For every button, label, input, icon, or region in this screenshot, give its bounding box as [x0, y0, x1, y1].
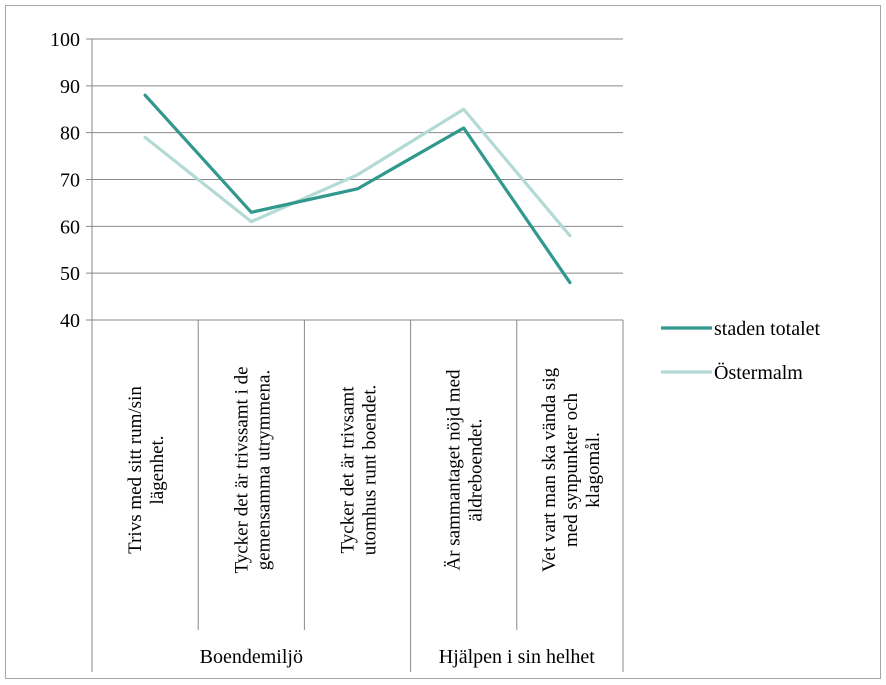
y-tick-label: 60	[60, 216, 80, 238]
y-tick-label: 50	[60, 263, 80, 285]
legend-label: staden totalet	[714, 318, 821, 340]
y-tick-label: 100	[50, 29, 80, 51]
x-category-label: Vet vart man ska vända sig	[539, 367, 560, 572]
x-category-label: Är sammantaget nöjd med	[444, 369, 465, 571]
y-tick-label: 80	[60, 123, 80, 145]
legend: staden totalet Östermalm	[661, 318, 821, 384]
x-group-label: Boendemiljö	[200, 646, 303, 668]
x-group-label: Hjälpen i sin helhet	[439, 646, 596, 668]
x-category-label: Tycker det är trivsamt	[338, 386, 359, 554]
y-tick-label: 70	[60, 170, 80, 192]
axes: 40 50 60 70 80 90 100 Trivs med sitt rum/sin läg…	[50, 29, 624, 672]
x-category-label: Tycker det är trivssamt i de	[231, 366, 252, 573]
y-tick-label: 90	[60, 76, 80, 98]
y-tick-label: 40	[60, 310, 80, 332]
series-lines	[143, 93, 572, 285]
x-category-label: Trivs med sitt rum/sin	[125, 386, 146, 554]
x-category-label: klagomål.	[583, 432, 604, 507]
line-chart: 40 50 60 70 80 90 100 Trivs med sitt rum/sin läg…	[50, 29, 821, 672]
x-category-label: gemensamma utrymmena.	[253, 370, 274, 571]
x-category-label: lägenhet.	[147, 435, 168, 504]
gridlines	[86, 38, 623, 321]
chart-frame: 40 50 60 70 80 90 100 Trivs med sitt rum/sin läg…	[5, 5, 881, 679]
x-category-label: med synpunkter och	[561, 392, 582, 547]
x-category-label: utomhus runt boendet.	[360, 385, 381, 555]
x-category-label: äldreboendet.	[466, 419, 487, 522]
legend-label: Östermalm	[714, 361, 803, 384]
series-line	[143, 93, 572, 285]
series-line	[143, 107, 572, 238]
